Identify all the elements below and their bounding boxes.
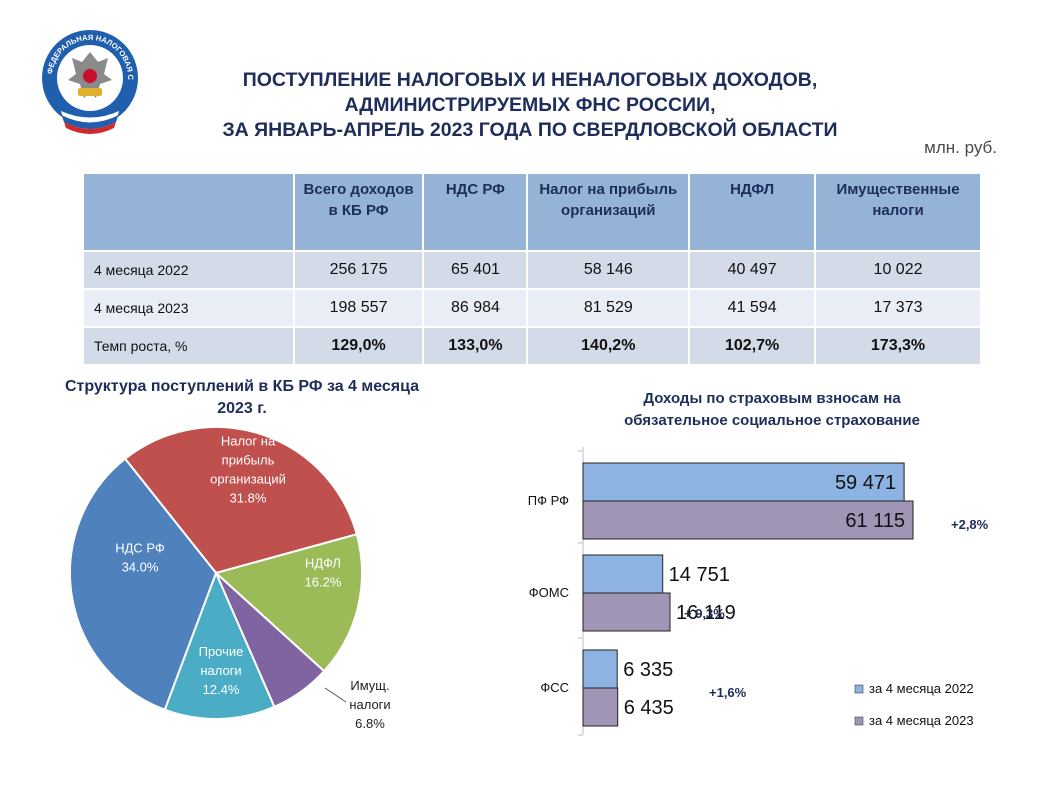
pie-label: 31.8% — [230, 491, 267, 506]
bar-chart-title: Доходы по страховым взносам на обязатель… — [572, 388, 972, 432]
pie-label: организаций — [210, 472, 286, 487]
growth-label: +1,6% — [709, 685, 747, 700]
pie-label: Имущ. — [350, 678, 389, 693]
flag-ribbon-icon — [59, 109, 121, 134]
bar-value-label: 6 435 — [624, 697, 674, 719]
bar — [582, 554, 664, 594]
pie-label: налоги — [349, 697, 390, 712]
bar-value-label: 14 751 — [669, 564, 730, 586]
pie-slice — [213, 533, 363, 673]
row-label: 4 месяца 2023 — [84, 288, 295, 327]
bar-category-label: ФСС — [540, 680, 569, 695]
title-line-1: ПОСТУПЛЕНИЕ НАЛОГОВЫХ И НЕНАЛОГОВЫХ ДОХО… — [242, 69, 818, 91]
table-cell: 86 984 — [423, 288, 529, 327]
table-cell: 58 146 — [527, 250, 691, 289]
bar — [582, 649, 618, 689]
table-cell: 198 557 — [293, 288, 425, 327]
table-cell: 129,0% — [293, 326, 425, 364]
row-label: Темп роста, % — [84, 326, 295, 364]
pie-label: НДС РФ — [115, 541, 165, 556]
pie-label: НДФЛ — [305, 556, 341, 571]
bar — [582, 500, 914, 540]
table-cell: 17 373 — [815, 288, 982, 327]
table-row: Темп роста, % 129,0% 133,0% 140,2% 102,7… — [84, 326, 982, 364]
table-row: 4 месяца 2022 256 175 65 401 58 146 40 4… — [84, 250, 982, 289]
table-header — [84, 174, 295, 251]
table-cell: 173,3% — [815, 326, 982, 364]
growth-label: +2,8% — [951, 517, 989, 532]
table-row: 4 месяца 2023 198 557 86 984 81 529 41 5… — [84, 288, 982, 327]
bar — [582, 687, 619, 727]
pie-label: 16.2% — [305, 575, 342, 590]
row-label: 4 месяца 2022 — [84, 250, 295, 289]
page-title: ПОСТУПЛЕНИЕ НАЛОГОВЫХ И НЕНАЛОГОВЫХ ДОХО… — [150, 68, 910, 143]
table-cell: 140,2% — [527, 326, 691, 364]
legend-label: за 4 месяца 2022 — [869, 681, 974, 696]
table-header: НДФЛ — [689, 174, 817, 251]
table-cell: 133,0% — [423, 326, 529, 364]
bar-value-label: 6 335 — [623, 659, 673, 681]
table-cell: 256 175 — [293, 250, 425, 289]
bar-category-label: ПФ РФ — [528, 493, 569, 508]
table-cell: 65 401 — [423, 250, 529, 289]
pie-label: 34.0% — [122, 560, 159, 575]
legend-swatch — [854, 684, 864, 694]
title-line-2: АДМИНИСТРИРУЕМЫХ ФНС РОССИИ, — [344, 94, 716, 116]
pie-slice — [163, 570, 276, 720]
bar-value-label: 59 471 — [835, 472, 896, 494]
legend-swatch — [854, 716, 864, 726]
pie-slice — [69, 457, 218, 711]
pie-slice — [123, 426, 359, 575]
table-cell: 41 594 — [689, 288, 817, 327]
units-label: млн. руб. — [924, 138, 997, 157]
pie-label: Прочие — [199, 644, 244, 659]
bar-title-line: Доходы по страховым взносам на — [643, 390, 901, 407]
pie-label: налоги — [200, 663, 241, 678]
table-header: Всего доходов в КБ РФ — [293, 174, 425, 251]
table-header: Имущественные налоги — [815, 174, 982, 251]
pie-chart-title: Структура поступлений в КБ РФ за 4 месяц… — [64, 378, 420, 417]
table-header-row: Всего доходов в КБ РФ НДС РФ Налог на пр… — [84, 174, 982, 251]
pie-label: 6.8% — [355, 716, 385, 731]
bar-category-label: ФОМС — [529, 585, 569, 600]
title-line-3: ЗА ЯНВАРЬ-АПРЕЛЬ 2023 ГОДА ПО СВЕРДЛОВСК… — [222, 119, 838, 141]
table-header: НДС РФ — [423, 174, 529, 251]
table-cell: 81 529 — [527, 288, 691, 327]
pie-leader-line — [324, 687, 347, 703]
revenue-table: Всего доходов в КБ РФ НДС РФ Налог на пр… — [84, 174, 982, 364]
table-cell: 10 022 — [815, 250, 982, 289]
bar-value-label: 61 115 — [845, 510, 905, 532]
pie-label: 12.4% — [203, 682, 240, 697]
pie-label: Налог на — [221, 434, 276, 449]
bar-value-label: 16 119 — [676, 602, 736, 624]
legend-label: за 4 месяца 2023 — [869, 713, 974, 728]
growth-label: + 9,3% — [684, 606, 725, 621]
bar-title-line: обязательное социальное страхование — [624, 412, 920, 429]
pie-label: прибыль — [222, 453, 275, 468]
fns-logo: ФЕДЕРАЛЬНАЯ НАЛОГОВАЯ СЛУЖБА — [40, 28, 138, 134]
table-cell: 102,7% — [689, 326, 817, 364]
table-header: Налог на прибыль организаций — [527, 174, 691, 251]
bar — [582, 462, 905, 502]
bar — [582, 592, 671, 632]
eagle-emblem-icon — [68, 52, 112, 98]
table-cell: 40 497 — [689, 250, 817, 289]
